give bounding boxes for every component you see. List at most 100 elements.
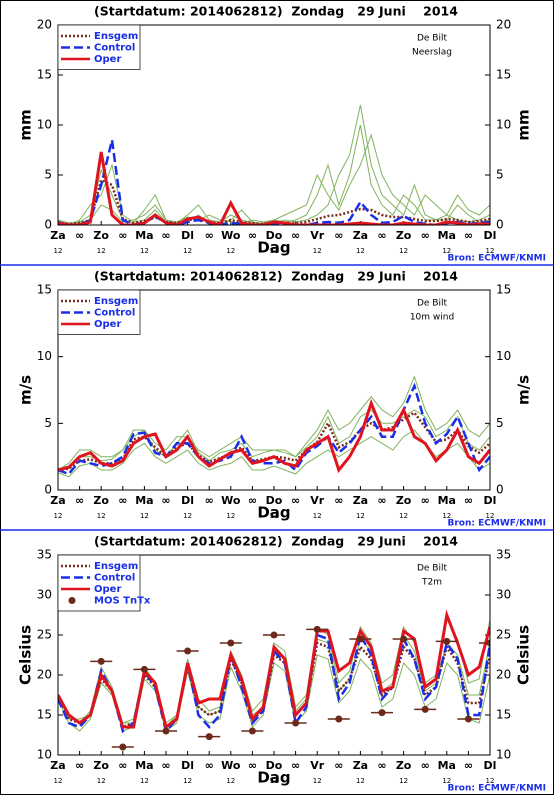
y-axis-title-right: mm bbox=[515, 109, 533, 140]
y-tick-label: 20 bbox=[37, 18, 52, 32]
y-tick-label: 5 bbox=[44, 416, 52, 430]
legend-swatch bbox=[68, 597, 76, 604]
chart-title: (Startdatum: 2014062812) Zondag 29 Juni … bbox=[94, 269, 458, 284]
station: De Bilt bbox=[417, 564, 448, 574]
x-tick-label: Dl bbox=[181, 229, 194, 242]
plot-frame bbox=[57, 289, 491, 491]
x-sublabel: 12 bbox=[486, 777, 495, 785]
x-tick-label: Ma bbox=[135, 229, 153, 242]
y-tick-label: 5 bbox=[44, 168, 52, 182]
x-sublabel: 12 bbox=[226, 777, 235, 785]
y-tick-label-right: 15 bbox=[496, 708, 511, 722]
chart-title: (Startdatum: 2014062812) Zondag 29 Juni … bbox=[94, 534, 458, 549]
x-tick-label: ∞ bbox=[377, 229, 386, 242]
x-sublabel: 12 bbox=[313, 247, 322, 255]
plot-area bbox=[58, 609, 490, 751]
y-axis-title: Celsius bbox=[17, 625, 35, 685]
mos-point bbox=[90, 657, 113, 665]
y-tick-label: 15 bbox=[37, 283, 52, 297]
mos-dot bbox=[162, 727, 170, 735]
y-tick-label: 15 bbox=[37, 708, 52, 722]
legend-label: Ensgem bbox=[94, 561, 138, 572]
x-tick-label: ∞ bbox=[75, 494, 84, 507]
x-tick-label: Zo bbox=[93, 494, 109, 507]
x-tick-label: Zo bbox=[396, 759, 412, 772]
mos-dot bbox=[335, 715, 343, 723]
x-tick-label: Dl bbox=[181, 759, 194, 772]
x-tick-label: ∞ bbox=[291, 229, 300, 242]
plot-area bbox=[58, 104, 490, 225]
x-tick-label: ∞ bbox=[248, 759, 257, 772]
x-tick-label: ∞ bbox=[291, 494, 300, 507]
x-sublabel: 12 bbox=[399, 247, 408, 255]
y-tick-label: 15 bbox=[37, 68, 52, 82]
x-tick-label: ∞ bbox=[421, 759, 430, 772]
legend-box bbox=[57, 24, 141, 70]
mos-point bbox=[198, 733, 221, 741]
series-line bbox=[58, 382, 490, 476]
x-axis-title: Dag bbox=[257, 504, 290, 522]
x-tick-label: Do bbox=[266, 759, 283, 772]
plot-frame bbox=[57, 24, 491, 226]
source: Bron: ECMWF/KNMI bbox=[447, 519, 546, 529]
x-sublabel: 12 bbox=[183, 247, 192, 255]
x-sublabel: 12 bbox=[442, 247, 451, 255]
x-sublabel: 12 bbox=[442, 512, 451, 520]
mos-dot bbox=[205, 733, 213, 741]
legend-label: Control bbox=[94, 43, 135, 54]
y-axis-title-right: Celsius bbox=[515, 625, 533, 685]
x-sublabel: 12 bbox=[486, 512, 495, 520]
y-tick-label-right: 5 bbox=[496, 416, 504, 430]
panel: (Startdatum: 2014062812) Zondag 29 Juni … bbox=[17, 4, 547, 264]
source: Bron: ECMWF/KNMI bbox=[447, 784, 546, 794]
x-tick-label: ∞ bbox=[248, 229, 257, 242]
x-sublabel: 12 bbox=[54, 777, 63, 785]
x-axis-title: Dag bbox=[257, 239, 290, 257]
mos-point bbox=[457, 715, 480, 723]
x-sublabel: 12 bbox=[140, 777, 149, 785]
legend-label: Ensgem bbox=[94, 296, 138, 307]
panel: (Startdatum: 2014062812) Zondag 29 Juni … bbox=[17, 269, 547, 529]
mos-point bbox=[435, 637, 458, 645]
x-tick-label: Vr bbox=[310, 229, 325, 242]
x-sublabel: 12 bbox=[97, 247, 106, 255]
x-axis-title: Dag bbox=[257, 769, 290, 787]
y-tick-label-right: 10 bbox=[496, 118, 511, 132]
mos-dot bbox=[313, 625, 321, 633]
chart-title: (Startdatum: 2014062812) Zondag 29 Juni … bbox=[94, 4, 458, 19]
mos-point bbox=[133, 665, 156, 673]
x-tick-label: Dl bbox=[484, 229, 497, 242]
panel: (Startdatum: 2014062812) Zondag 29 Juni … bbox=[17, 534, 547, 794]
x-tick-label: Ma bbox=[135, 759, 153, 772]
mos-point bbox=[392, 635, 415, 643]
x-sublabel: 12 bbox=[54, 512, 63, 520]
mos-dot bbox=[140, 665, 148, 673]
mos-dot bbox=[248, 727, 256, 735]
x-tick-label: Za bbox=[353, 759, 368, 772]
x-tick-label: Wo bbox=[221, 759, 241, 772]
x-tick-label: Do bbox=[266, 229, 283, 242]
y-tick-label: 10 bbox=[37, 748, 52, 762]
x-tick-label: Za bbox=[353, 229, 368, 242]
x-sublabel: 12 bbox=[356, 512, 365, 520]
x-sublabel: 12 bbox=[270, 247, 279, 255]
mos-dot bbox=[378, 709, 386, 717]
legend-label: MOS TnTx bbox=[94, 596, 151, 607]
x-sublabel: 12 bbox=[226, 247, 235, 255]
x-sublabel: 12 bbox=[270, 512, 279, 520]
mos-point bbox=[371, 709, 393, 717]
x-tick-label: Zo bbox=[396, 494, 412, 507]
x-sublabel: 12 bbox=[270, 777, 279, 785]
x-tick-label: ∞ bbox=[421, 229, 430, 242]
y-axis-title-right: m/s bbox=[515, 375, 533, 405]
x-sublabel: 12 bbox=[97, 512, 106, 520]
mos-point bbox=[219, 639, 242, 647]
x-tick-label: Zo bbox=[93, 229, 109, 242]
x-tick-label: ∞ bbox=[464, 759, 473, 772]
legend-label: Ensgem bbox=[94, 31, 138, 42]
y-axis-title: m/s bbox=[17, 375, 35, 405]
x-tick-label: ∞ bbox=[377, 494, 386, 507]
mos-point bbox=[284, 719, 307, 727]
